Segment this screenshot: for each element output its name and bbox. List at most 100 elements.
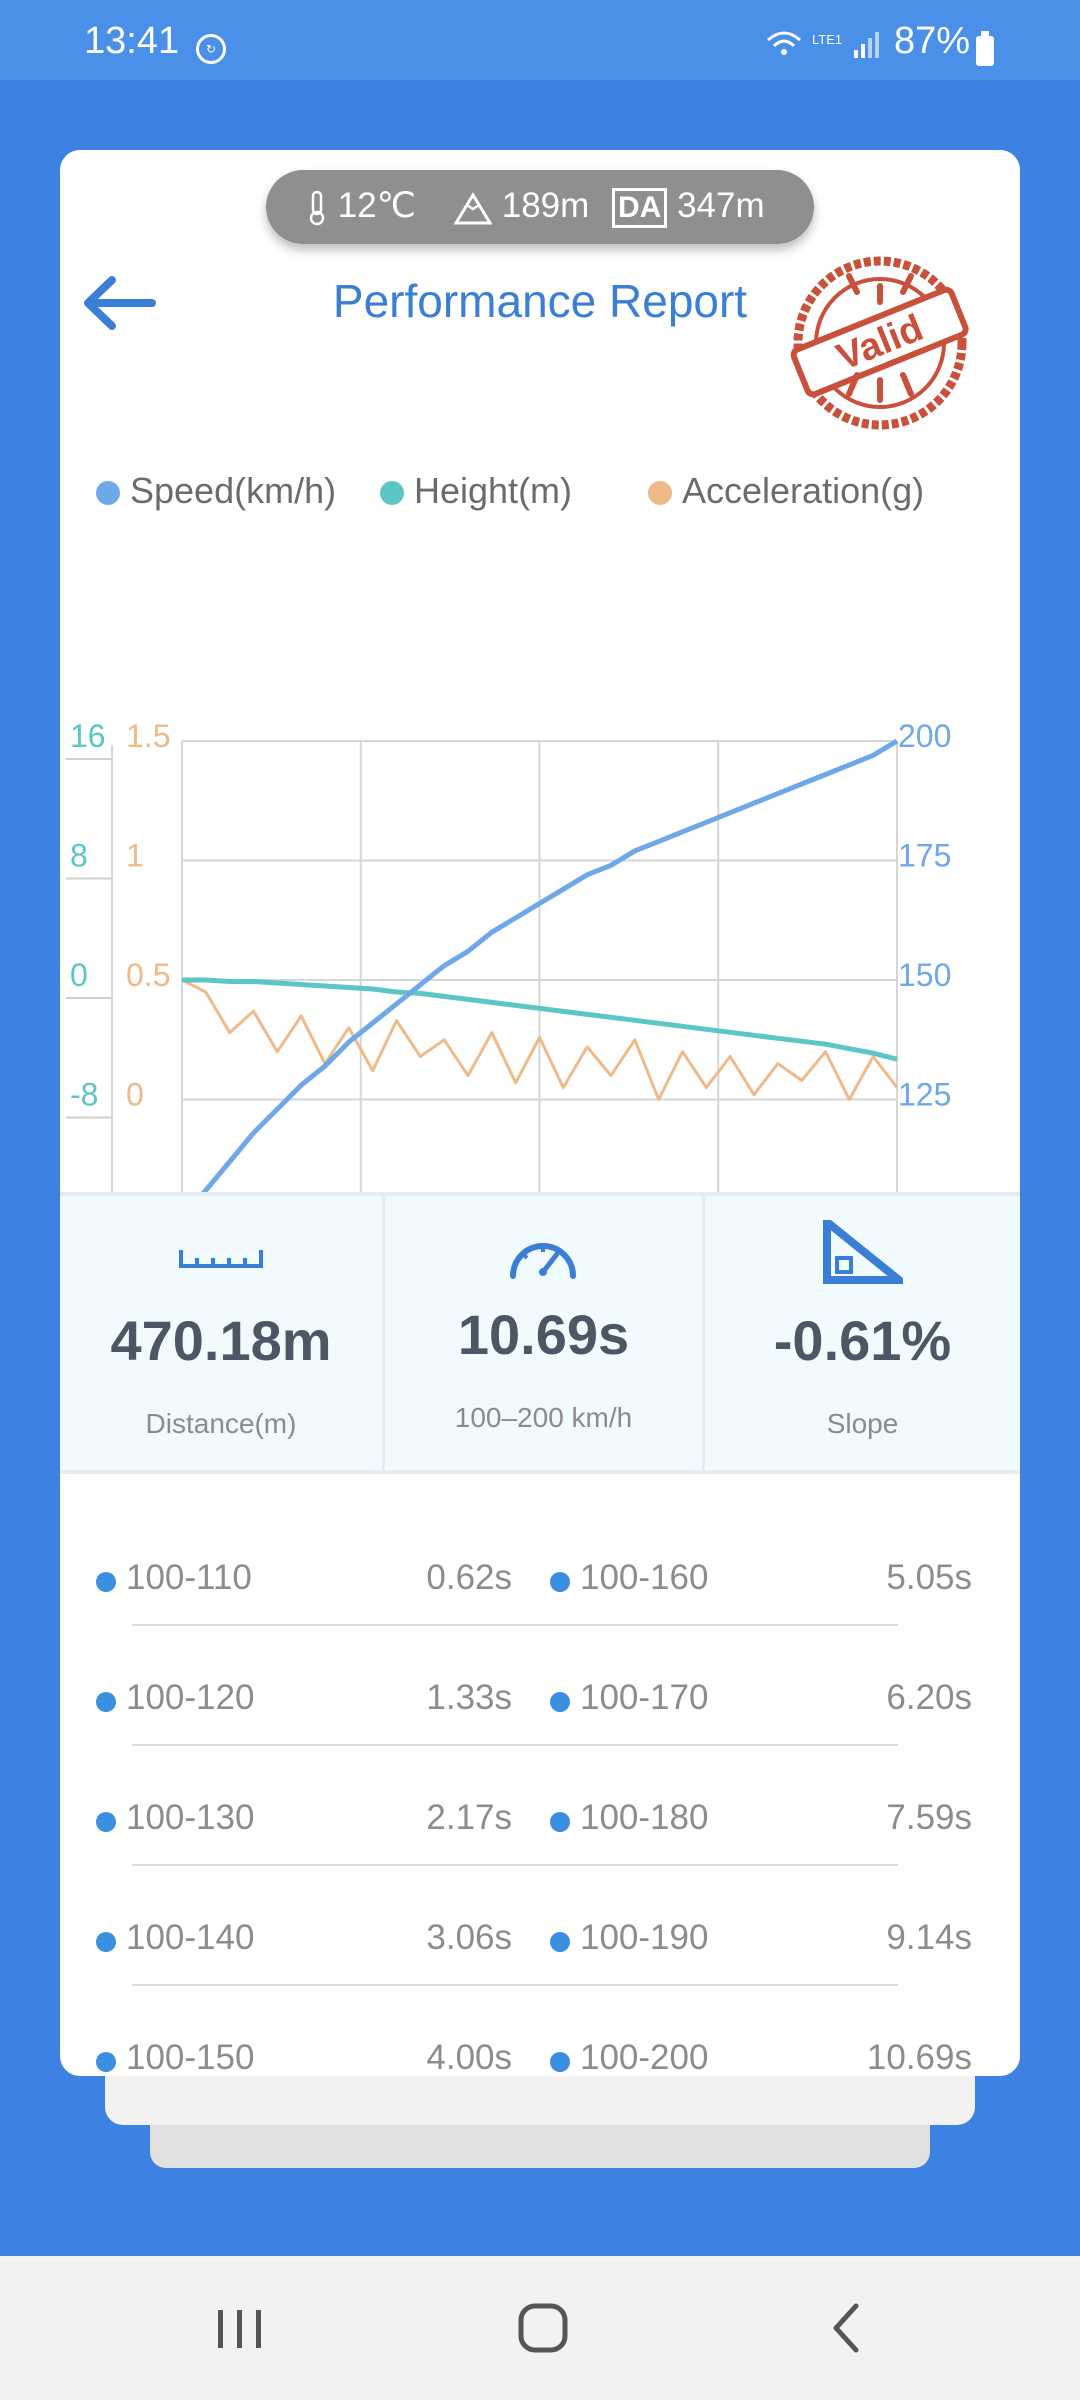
status-bar: 13:41 ↻ LTE1 87% [0,0,1080,80]
height-tick-label: -8 [70,1077,98,1113]
split-dot [550,2052,570,2072]
legend-item-acceleration: Acceleration(g) [648,470,924,520]
divider [702,1196,705,1470]
stat-slope: -0.61% Slope [705,1196,1020,1470]
height-tick-label: 16 [70,718,106,754]
row-divider [132,1864,898,1866]
slope-label: Slope [826,1408,899,1439]
row-divider [132,1624,898,1626]
legend-item-height: Height(m) [380,470,572,520]
altitude-value: 189m [501,186,590,225]
recent-apps-icon[interactable] [210,2304,270,2354]
split-label: 100-160 [580,1558,709,1597]
split-time: 10.69s [866,2038,972,2076]
split-time: 0.62s [426,1558,512,1597]
back-arrow-icon[interactable] [80,268,158,338]
acceleration-tick-label: 0.5 [126,957,170,993]
altitude: 189m [453,186,590,226]
split-time: 4.00s [426,2038,512,2076]
thermometer-icon [309,190,325,225]
split-label: 100-140 [126,1918,255,1957]
speed-tick-label: 200 [898,718,951,754]
split-label: 100-190 [580,1918,709,1957]
split-dot [550,1812,570,1832]
split-label: 100-200 [580,2038,709,2076]
lte-label: LTE1 [812,32,842,47]
distance-label: Distance(m) [145,1408,297,1439]
legend-label: Acceleration(g) [682,470,925,511]
split-dot [550,1932,570,1952]
status-time: 13:41 [84,20,180,62]
split-time: 6.20s [886,1678,972,1717]
da-badge-icon: DA [612,187,668,228]
split-time: 2.17s [426,1798,512,1837]
split-label: 100-180 [580,1798,709,1837]
time-value: 10.69s [457,1303,630,1366]
legend-dot [648,481,672,506]
speed-line [180,738,899,1221]
split-label: 100-120 [126,1678,255,1717]
back-nav-icon[interactable] [826,2298,866,2358]
split-dot [96,2052,116,2072]
stat-distance: 470.18m Distance(m) [60,1196,382,1470]
split-dot [96,1932,116,1952]
legend-dot [380,481,404,506]
stats-panel: 470.18m Distance(m) 10.69s 100–200 km/h … [60,1192,1020,1474]
split-dot [96,1812,116,1832]
weather-pill: 12℃ 189m DA 347m [266,170,814,244]
divider [382,1196,385,1470]
height-line [182,977,898,1062]
report-card: 12℃ 189m DA 347m Performance Report Vali… [60,150,1020,2076]
distance-value: 470.18m [110,1309,332,1372]
speed-tick-label: 175 [898,838,951,874]
ruler-icon [179,1250,263,1268]
sync-icon: ↻ [196,34,226,64]
time-label: 100–200 km/h [454,1402,633,1433]
split-row: 100-140 3.06s 100-190 9.14s [60,1910,1020,1970]
battery-icon [976,31,994,66]
temperature: 12℃ [306,186,416,226]
temperature-value: 12℃ [337,186,416,225]
mountain-icon [453,191,493,225]
home-icon[interactable] [513,2298,573,2358]
split-row: 100-150 4.00s 100-200 10.69s [60,2030,1020,2076]
speed-tick-label: 125 [898,1077,951,1113]
speed-tick-label: 150 [898,957,951,993]
split-row: 100-120 1.33s 100-170 6.20s [60,1670,1020,1730]
slope-value: -0.61% [773,1309,952,1372]
height-tick-label: 0 [70,957,88,993]
wifi-icon [767,31,801,55]
split-dot [550,1692,570,1712]
legend-dot [96,481,120,506]
split-time: 7.59s [886,1798,972,1837]
network-icons: LTE1 [767,31,879,58]
acceleration-line [181,978,899,1101]
height-tick-label: 8 [70,838,88,874]
split-row: 100-130 2.17s 100-180 7.59s [60,1790,1020,1850]
split-dot [96,1692,116,1712]
system-nav-bar [0,2256,1080,2400]
split-time: 3.06s [426,1918,512,1957]
acceleration-tick-label: 1.5 [126,718,170,754]
stat-time: 10.69s 100–200 km/h [385,1196,702,1470]
row-divider [132,1984,898,1986]
page-title: Performance Report [332,275,748,327]
split-label: 100-170 [580,1678,709,1717]
acceleration-tick-label: 1 [126,838,144,874]
slope-icon [823,1220,903,1284]
density-altitude: DA 347m [612,186,765,228]
legend-item-speed: Speed(km/h) [96,470,336,520]
split-label: 100-110 [126,1558,252,1597]
split-time: 9.14s [886,1918,972,1957]
acceleration-tick-label: 0 [126,1077,144,1113]
legend-label: Speed(km/h) [130,470,337,511]
valid-stamp-icon: Valid [790,256,969,430]
battery-percent: 87% [894,20,971,62]
density-altitude-value: 347m [677,186,765,225]
row-divider [132,1744,898,1746]
split-dot [96,1572,116,1592]
signal-icon [854,32,879,58]
split-label: 100-130 [126,1798,255,1837]
speedometer-icon [510,1243,576,1279]
split-time: 5.05s [886,1558,972,1597]
